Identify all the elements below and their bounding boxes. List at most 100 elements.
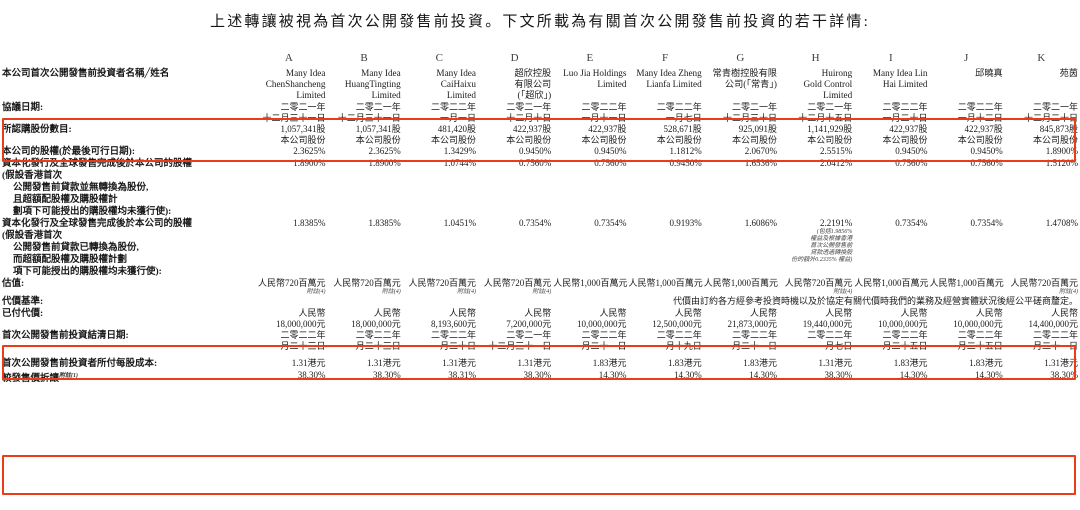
investor-a-line3: Limited [296, 90, 326, 100]
equity-lp-k: 1.8900% [1045, 146, 1078, 156]
settlement-d-day: 十二月三十一日 [488, 341, 552, 351]
shares-b-unit: 本公司股份 [355, 135, 401, 145]
shares-h-count: 1,141,929股 [807, 124, 853, 134]
equity-nc-h: 2.0412% [819, 158, 853, 168]
equity-nc-label-line2: 公開發售前貸款並無轉換為股份,且超額配股權及購股權計 [13, 183, 149, 205]
equity-lp-e: 0.9450% [594, 146, 627, 156]
equity-nc-c: 1.0744% [443, 158, 476, 168]
consideration-b-amount: 18,000,000元 [351, 319, 401, 329]
valuation-k-value: 人民幣720百萬元 [1010, 278, 1078, 288]
investor-f-line1: Many Idea Zheng [636, 68, 702, 78]
settlement-date-f: 二零二二年 一月十九日 [628, 330, 703, 352]
consideration-paid-j: 人民幣 10,000,000元 [929, 308, 1004, 330]
settlement-c-day: 一月二十日 [430, 341, 476, 351]
settlement-i-year: 二零二二年 [882, 330, 928, 340]
shares-subscribed-d: 422,937股 本公司股份 [478, 124, 553, 146]
valuation-g-value: 人民幣1,000百萬元 [703, 278, 778, 288]
consideration-f-amount: 12,500,000元 [652, 319, 702, 329]
shares-a-count: 1,057,341股 [280, 124, 326, 134]
equity-c-h-note: (包括1.9856% 權益及根據香港 首次公開發售前 貸款透過轉換股 份的額外0… [791, 229, 853, 263]
valuation-e-value: 人民幣1,000百萬元 [553, 278, 628, 288]
investor-d-line2: 有限公司 [514, 79, 552, 89]
investor-d-line3: (「超欣」) [517, 90, 552, 100]
shares-i-unit: 本公司股份 [882, 135, 928, 145]
shares-f-count: 528,671股 [663, 124, 702, 134]
agreement-date-c: 二零二二年 一月一日 [403, 102, 478, 124]
shares-subscribed-g: 925,091股 本公司股份 [704, 124, 779, 146]
table-row-discount-to-offer-price: 較發售價折讓附註(1) 38.30% 38.30% 38.31% 38.30% … [0, 370, 1080, 385]
valuation-d: 人民幣720百萬元 附註(4) [478, 278, 553, 296]
equity-c-g: 1.6086% [744, 218, 777, 228]
settlement-b-year: 二零二二年 [355, 330, 401, 340]
shares-d-unit: 本公司股份 [506, 135, 552, 145]
agreement-date-d: 二零二一年 十二月十日 [478, 102, 553, 124]
settlement-c-year: 二零二二年 [430, 330, 476, 340]
investor-name-j: 邱曉真 [929, 68, 1004, 102]
valuation-h: 人民幣720百萬元 附註(4) [779, 278, 854, 296]
settlement-h-day: 一月七日 [816, 341, 853, 351]
table-row-valuation: 估值: 人民幣720百萬元 附註(4) 人民幣720百萬元 附註(4) 人民幣720… [0, 278, 1080, 296]
settlement-k-year: 二零二二年 [1032, 330, 1078, 340]
column-letter-d: D [510, 52, 519, 64]
shares-a-unit: 本公司股份 [280, 135, 326, 145]
agreement-date-h: 二零二一年 十二月十五日 [779, 102, 854, 124]
investor-name-i: Many Idea Lin Hai Limited [854, 68, 929, 102]
consideration-c-currency: 人民幣 [448, 308, 476, 318]
settlement-e-year: 二零二二年 [581, 330, 627, 340]
consideration-i-currency: 人民幣 [900, 308, 928, 318]
agreement-date-g: 二零二一年 十二月三十日 [704, 102, 779, 124]
agreement-date-k: 二零二一年 十二月二十日 [1005, 102, 1080, 124]
table-column-letters-row: A B C D E F G H I J K [0, 52, 1080, 68]
consideration-j-currency: 人民幣 [975, 308, 1003, 318]
investor-name-c: Many Idea CaiHaixu Limited [403, 68, 478, 102]
cost-per-share-a: 1.31港元 [291, 358, 326, 368]
row-label-discount-to-offer-price: 較發售價折讓附註(1) [0, 370, 252, 385]
agreement-date-i: 二零二二年 一月二十日 [854, 102, 929, 124]
cost-per-share-c: 1.31港元 [442, 358, 476, 368]
equity-c-i: 0.7354% [895, 218, 928, 228]
discount-j: 14.30% [974, 370, 1003, 380]
intro-paragraph: 上述轉讓被視為首次公開發售前投資。下文所載為有關首次公開發售前投資的若干詳情: [210, 14, 870, 30]
investor-e-line1: Luo Jia Holdings [563, 68, 627, 78]
equity-lp-i: 0.9450% [895, 146, 928, 156]
table-row-equity-after-no-conversion: 資本化發行及全球發售完成後於本公司的股權(假設香港首次 公開發售前貸款並無轉換為… [0, 158, 1080, 218]
equity-lp-c: 1.3429% [443, 146, 476, 156]
consideration-paid-k: 人民幣 14,400,000元 [1005, 308, 1080, 330]
settlement-date-d: 二零二一年 十二月三十一日 [478, 330, 553, 352]
discount-h: 38.30% [824, 370, 853, 380]
equity-c-label-line2: 公開發售前貸款已轉換為股份,而超額配股權及購股權計劃 [13, 243, 139, 265]
settlement-g-year: 二零二二年 [731, 330, 777, 340]
equity-c-h-value: 2.2191% [819, 218, 853, 228]
shares-subscribed-a: 1,057,341股 本公司股份 [252, 124, 327, 146]
consideration-e-currency: 人民幣 [599, 308, 627, 318]
equity-nc-g: 1.6536% [744, 158, 777, 168]
agreement-date-h-year: 二零二一年 [807, 102, 853, 112]
shares-e-unit: 本公司股份 [581, 135, 627, 145]
row-label-investor-name: 本公司首次公開發售前投資者名稱╱姓名 [2, 69, 170, 79]
consideration-a-amount: 18,000,000元 [275, 319, 326, 329]
agreement-date-j-year: 二零二二年 [957, 102, 1003, 112]
agreement-date-j: 二零二二年 一月十二日 [929, 102, 1004, 124]
agreement-date-f-day: 一月七日 [665, 113, 702, 123]
shares-subscribed-b: 1,057,341股 本公司股份 [327, 124, 402, 146]
equity-nc-j: 0.7560% [970, 158, 1003, 168]
investor-e-line2: Limited [597, 79, 627, 89]
settlement-date-k: 二零二二年 一月二十一日 [1005, 330, 1080, 352]
table-row-cost-per-share: 首次公開發售前投資者所付每股成本: 1.31港元 1.31港元 1.31港元 1… [0, 358, 1080, 370]
shares-g-unit: 本公司股份 [731, 135, 777, 145]
consideration-d-amount: 7,200,000元 [506, 319, 552, 329]
valuation-a: 人民幣720百萬元 附註(4) [252, 278, 327, 296]
equity-c-d: 0.7354% [518, 218, 552, 228]
column-letter-i: I [889, 52, 893, 64]
agreement-date-h-day: 十二月十五日 [798, 113, 853, 123]
consideration-paid-b: 人民幣 18,000,000元 [327, 308, 402, 330]
equity-nc-d: 0.7560% [518, 158, 552, 168]
valuation-d-note: 附註(4) [532, 289, 552, 295]
equity-c-k: 1.4708% [1045, 218, 1078, 228]
shares-c-count: 481,420股 [437, 124, 476, 134]
shares-j-unit: 本公司股份 [957, 135, 1003, 145]
investor-name-k: 苑茵 [1005, 68, 1080, 102]
discount-i: 14.30% [899, 370, 928, 380]
valuation-a-note: 附註(4) [306, 289, 326, 295]
investor-h-line1: Huirong [821, 68, 853, 78]
